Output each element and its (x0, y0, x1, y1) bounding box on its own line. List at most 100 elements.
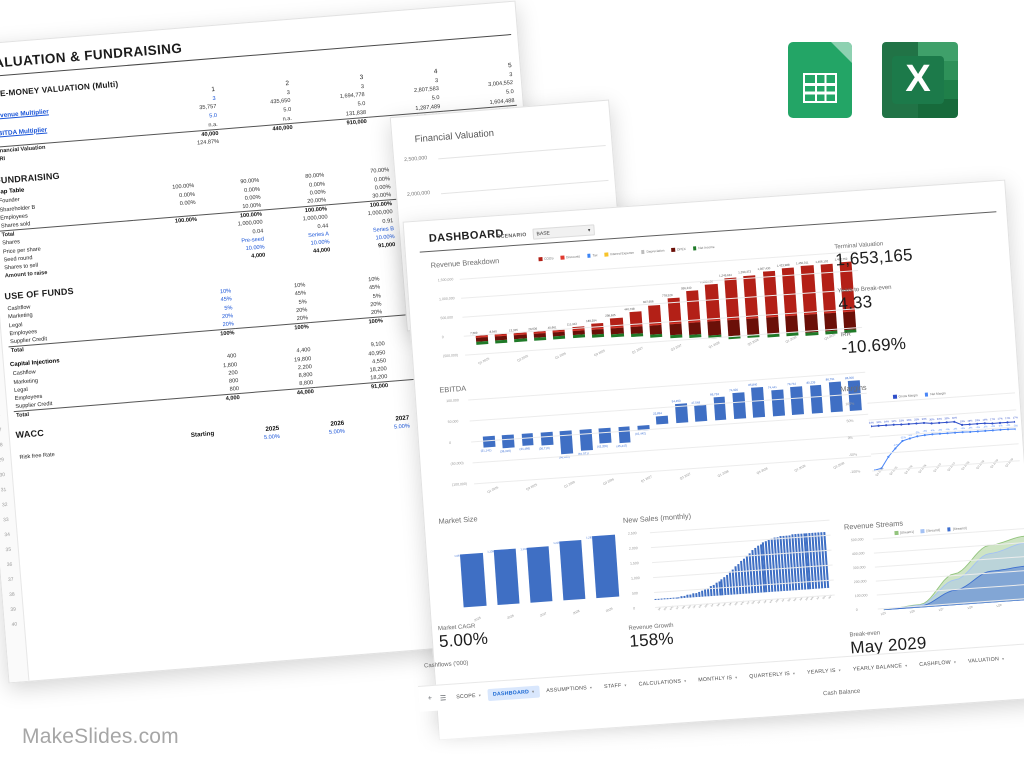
plot-area-market-size: 1,091,200,000 1,135,800,000 1,141,500,000 1… (454, 530, 625, 613)
legend-swatch (586, 254, 591, 258)
scenario-selected-value: BASE (536, 229, 551, 237)
y-tick: 0% (847, 435, 853, 441)
legend-swatch (920, 529, 925, 534)
sheet-tab-calculations[interactable]: CALCULATIONS ▾ (633, 674, 692, 690)
y-tick: (500,000) (442, 353, 459, 359)
microsoft-excel-icon[interactable]: X (882, 42, 958, 118)
row-number[interactable]: 29 (0, 457, 5, 464)
x-tick: Q1 2028 (707, 340, 721, 350)
line-data-label: -11% (900, 435, 906, 440)
chevron-down-icon[interactable]: ▾ (478, 692, 482, 698)
chevron-down-icon[interactable]: ▾ (904, 662, 908, 668)
y-tick: 1,000,000 (438, 296, 455, 302)
google-sheets-icon[interactable] (788, 42, 852, 118)
row-number[interactable]: 35 (5, 546, 12, 554)
x-tick: Q1 2027 (631, 345, 644, 355)
x-tick: Jul (674, 606, 680, 611)
row-number[interactable]: 37 (7, 576, 14, 584)
sheet-tab-label: YEARLY IS (806, 667, 836, 676)
metric-revenue-growth: Revenue Growth 158% (628, 623, 675, 652)
panel-margins: Margins Gross Margin Net Margin 34% 34% 34%… (840, 372, 1024, 512)
row-number[interactable]: 34 (4, 531, 11, 539)
bar-data-label: (31,141) (480, 447, 492, 453)
sheet-tab-staff[interactable]: STAFF ▾ (599, 679, 632, 693)
legend-label: Net Margin (930, 391, 946, 397)
row-number[interactable]: 36 (6, 561, 13, 569)
line-data-label: 19% (959, 419, 965, 424)
bar (493, 548, 520, 606)
chevron-down-icon[interactable]: ▾ (838, 667, 842, 673)
y-tick: 0 (633, 606, 636, 611)
sheet-tab-scope[interactable]: SCOPE ▾ (451, 689, 487, 703)
row-number[interactable]: 30 (0, 472, 6, 479)
chevron-down-icon[interactable]: ▾ (589, 684, 593, 691)
sheet-tab-yearly-is[interactable]: YEARLY IS ▾ (802, 664, 847, 679)
row-number[interactable]: 38 (8, 591, 15, 599)
line-data-label: 17% (990, 418, 996, 422)
sheet-tab-label: ASSUMPTIONS (546, 684, 588, 694)
x-tick: 1/29 (995, 602, 1003, 609)
chevron-down-icon[interactable]: ▾ (792, 670, 796, 676)
row-number[interactable]: 39 (10, 606, 17, 614)
chevron-down-icon[interactable]: ▾ (683, 678, 687, 684)
dashboard-window[interactable]: DASHBOARD SCENARIO BASE ▾ Revenue Breakd… (402, 179, 1024, 741)
bar-data-label: 778,529 (661, 292, 673, 298)
y-tick: -100% (850, 469, 861, 475)
chevron-down-icon[interactable]: ▾ (953, 659, 957, 665)
y-tick: 50% (846, 418, 854, 424)
y-tick: 500,000 (440, 315, 454, 321)
x-tick: Q1 2026 (563, 479, 576, 489)
y-tick: 50,000 (447, 419, 459, 425)
metric-value: -10.69% (840, 333, 907, 358)
sheet-tab-cashflow[interactable]: CASHFLOW ▾ (914, 656, 962, 671)
chevron-down-icon[interactable]: ▾ (624, 682, 627, 688)
y-tick: 1,500,000 (437, 277, 454, 283)
sheet-tab-quarterly-is[interactable]: QUARTERLY IS ▾ (744, 667, 801, 683)
bar-segment-net-income (611, 333, 624, 338)
bar (654, 599, 657, 601)
metric-terminal-valuation: Terminal Valuation 1,653,165 (834, 239, 913, 270)
row-number[interactable]: 33 (2, 516, 9, 524)
bar-segment-net-income (475, 340, 489, 345)
sheet-tab-label: CASHFLOW (919, 659, 952, 668)
y-tick: 500 (631, 591, 639, 596)
x-tick: Jul (745, 601, 750, 606)
line-data-label: 33% (906, 418, 912, 423)
bar (680, 596, 683, 599)
bar-data-label: 79,744 (787, 382, 797, 387)
bar (692, 593, 695, 598)
bar-data-label: 440,738 (624, 306, 635, 312)
bar (790, 386, 804, 415)
y-tick: 2,000 (628, 546, 638, 551)
chevron-down-icon[interactable]: ▾ (1001, 656, 1005, 662)
bar (694, 404, 708, 422)
row-number[interactable]: 40 (11, 621, 18, 628)
bar-data-label: 189,394 (585, 318, 597, 323)
row-number[interactable]: 32 (1, 501, 8, 509)
chevron-down-icon[interactable]: ▾ (734, 674, 738, 680)
bar (656, 415, 669, 425)
bar-data-label: 80,239 (806, 380, 816, 386)
all-sheets-menu-icon[interactable]: ☰ (439, 694, 447, 702)
x-tick: Jul (780, 598, 786, 603)
excel-x-glyph: X (892, 56, 944, 104)
legend-label: Tax (592, 253, 598, 258)
bar-segment-net-income (669, 334, 683, 339)
sheet-tab-valuation[interactable]: VALUATION ▾ (963, 652, 1010, 667)
sheet-tab-monthly-is[interactable]: MONTHLY IS ▾ (693, 671, 743, 686)
sheet-tab-dashboard[interactable]: DASHBOARD ▾ (487, 685, 540, 701)
bar (559, 539, 586, 601)
metric-market-cagr: Market CAGR 5.00% (438, 623, 489, 652)
chevron-down-icon[interactable]: ▾ (531, 688, 535, 695)
add-sheet-icon[interactable]: + (427, 695, 433, 703)
sheet-tab-yearly-balance[interactable]: YEARLY BALANCE ▾ (847, 659, 912, 675)
scenario-select[interactable]: BASE ▾ (532, 224, 595, 240)
row-number[interactable]: 31 (0, 486, 7, 494)
bar-data-label: (36,316) (499, 448, 511, 453)
bar (618, 426, 631, 443)
bar-segment-net-income (553, 335, 566, 340)
sheet-tab-assumptions[interactable]: ASSUMPTIONS ▾ (541, 681, 598, 697)
chevron-down-icon: ▾ (587, 227, 591, 234)
bar (686, 595, 689, 598)
bar-data-label: (34,466) (519, 446, 531, 452)
